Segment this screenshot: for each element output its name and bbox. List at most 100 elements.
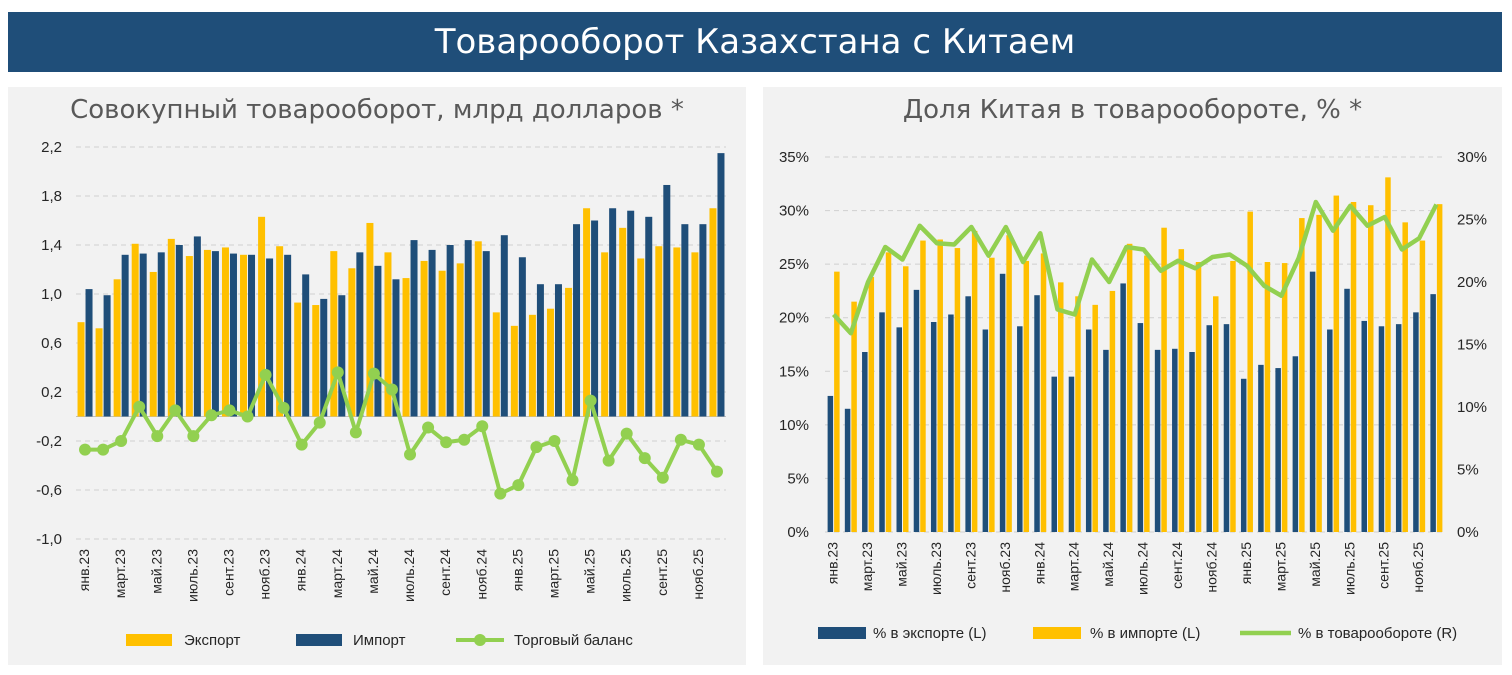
export-share-bar [879,312,885,532]
x-tick-label: май.23 [894,542,910,587]
import-bar [229,253,237,417]
export-bar [691,252,699,417]
import-share-bar [885,252,892,532]
import-share-bar [851,301,857,532]
y-right-tick-label: 10% [1457,399,1487,416]
trade-balance-point [151,430,164,443]
export-share-bar [1017,326,1023,532]
trade-balance-point [404,448,417,461]
export-share-bar [1378,326,1385,532]
x-tick-label: март.25 [545,549,561,598]
export-share-bar [1172,348,1178,532]
export-share-bar [1189,352,1195,532]
export-bar [528,314,536,417]
export-bar [546,308,554,417]
y-left-tick-label: 20% [779,310,809,327]
share-chart-panel: Доля Китая в товарообороте, % * 35% 30% 25… [763,87,1502,665]
export-share-bar [1275,368,1281,532]
import-share-bar [1402,222,1408,532]
share-chart-title: Доля Китая в товарообороте, % * [902,95,1363,125]
export-share-bar [1206,325,1212,532]
turnover-chart: 2,2 1,8 1,4 1,0 0,6 0,2 -0,2 -0,6 -1,0 янв.23 март… [36,139,726,649]
export-bar [673,247,681,417]
trade-balance-point [548,435,561,447]
export-share-bar [982,329,989,532]
export-bar [258,216,266,417]
import-bar [554,284,562,417]
trade-balance-point [115,435,128,447]
import-share-bar [1058,282,1064,532]
export-bar [149,271,157,417]
import-share-bar [834,271,840,532]
export-share-bar [1137,323,1144,532]
import-share-bar [1299,218,1305,533]
trade-balance-point [295,438,308,451]
legend-export-share-swatch [818,627,866,639]
import-bar [482,251,490,417]
export-share-bar [1395,324,1402,532]
y-right-tick-label: 30% [1457,149,1487,166]
export-share-bar [1258,364,1264,532]
x-tick-label: июль.25 [1341,542,1357,595]
export-share-bar [1413,312,1419,532]
y-right-tick-label: 0% [1457,524,1479,541]
import-bar [266,258,274,417]
import-share-bar [1195,262,1202,532]
export-bar [402,278,410,417]
x-tick-label: июль.23 [928,542,944,595]
y-right-tick-label: 25% [1457,212,1487,229]
export-share-bar [948,314,954,532]
export-bar [312,305,320,417]
turnover-chart-title: Совокупный товарооборот, млрд долларов * [70,95,684,125]
trade-balance-point [277,401,290,414]
import-share-bar [1040,253,1047,532]
trade-balance-point [656,471,669,484]
export-bar [583,208,591,417]
x-tick-label: сент.24 [437,549,453,596]
import-bar [536,284,544,417]
export-share-bar [930,322,937,532]
x-tick-label: июль.25 [618,549,634,602]
import-share-bar [989,257,995,532]
trade-balance-point [566,474,579,487]
y-left-tick-label: 10% [779,417,809,434]
legend-export-swatch [126,634,172,646]
import-share-bar [1333,195,1340,533]
y-tick-label: 1,4 [41,237,62,254]
y-right-tick-label: 20% [1457,274,1487,291]
export-bar [510,325,518,417]
export-bar [456,263,464,417]
export-bar [619,227,627,417]
import-bar [717,153,725,417]
import-bar [157,252,165,417]
import-share-bar [1092,304,1098,532]
import-bar [573,224,581,417]
export-share-bar [1068,376,1075,532]
trade-balance-point [241,410,254,423]
trade-balance-point [620,427,633,440]
trade-balance-point [169,404,182,417]
x-tick-label: май.25 [1307,542,1323,587]
export-bar [565,287,573,417]
y-tick-label: -0,6 [36,482,62,499]
y-right-tick-label: 5% [1457,462,1479,479]
legend-balance-label: Торговый баланс [514,632,633,649]
x-tick-label: сент.23 [220,549,236,596]
export-bar [185,256,193,417]
x-tick-label: нояб.24 [473,549,489,600]
trade-balance-point [367,367,380,380]
export-share-bar [965,296,971,532]
trade-balance-point [205,409,218,422]
import-share-bar [1247,211,1253,532]
export-bar [438,270,446,417]
export-share-bar [1154,349,1161,532]
import-bar [591,220,599,417]
trade-balance-point [331,366,344,379]
x-tick-label: янв.23 [825,542,841,584]
import-bar [175,245,183,417]
legend-import-swatch [296,634,342,646]
import-share-bar [1419,240,1426,533]
y-left-tick-label: 30% [779,203,809,220]
trade-balance-point [674,433,687,446]
export-bar [113,279,121,417]
